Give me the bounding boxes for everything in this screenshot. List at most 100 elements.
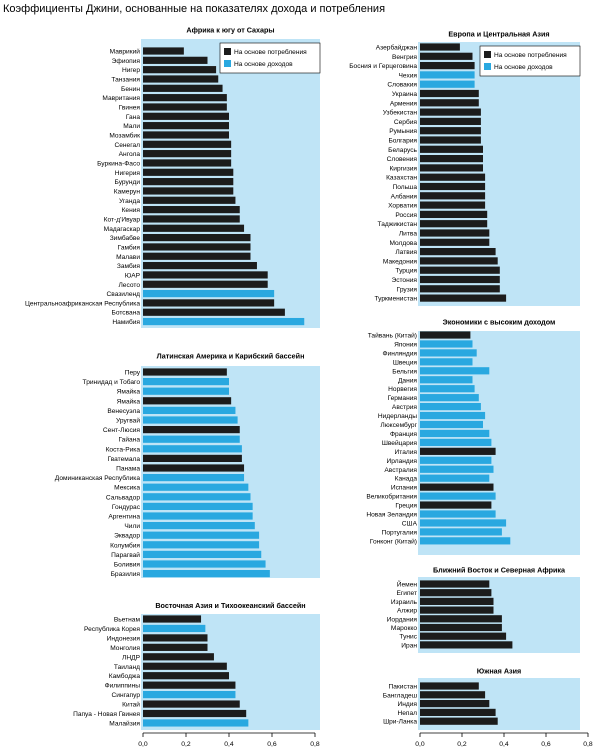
- consumption-bar: [143, 643, 208, 651]
- category-label: Казахстан: [386, 175, 417, 182]
- consumption-bar: [143, 368, 227, 376]
- category-label: Сальвадор: [106, 494, 140, 501]
- category-label: Бенин: [121, 86, 140, 93]
- category-label: Иордания: [387, 616, 418, 623]
- x-tick-label: 0,6: [541, 741, 551, 748]
- category-label: Румыния: [389, 128, 417, 135]
- category-label: Польша: [392, 184, 417, 191]
- consumption-bar: [420, 220, 488, 228]
- category-label: Беларусь: [388, 147, 417, 154]
- category-label: Коста-Рика: [106, 446, 141, 453]
- chart-panel: Ближний Восток и Северная Африка ЙеменЕги…: [387, 562, 580, 653]
- page-title: Коэффициенты Джини, основанные на показа…: [3, 3, 386, 15]
- consumption-bar: [143, 261, 257, 270]
- consumption-bar: [143, 150, 232, 158]
- consumption-bar: [420, 285, 500, 293]
- category-label: Гана: [126, 114, 141, 121]
- consumption-bar: [143, 454, 242, 462]
- category-label: Китай: [122, 701, 140, 709]
- category-label: Кения: [122, 207, 141, 214]
- income-bar: [420, 456, 492, 464]
- category-label: Индонезия: [107, 635, 141, 642]
- consumption-bar: [420, 192, 486, 200]
- consumption-bar: [420, 62, 475, 70]
- category-label: Замбия: [117, 262, 141, 270]
- income-bar: [143, 317, 305, 326]
- income-bar: [143, 416, 238, 424]
- consumption-bar: [143, 178, 234, 186]
- consumption-bar: [420, 108, 481, 116]
- category-label: Египет: [396, 590, 417, 597]
- income-bar: [420, 385, 475, 393]
- x-axis: 0,0 0,2 0,4 0,6 0,8: [138, 732, 320, 748]
- legend-swatch-income: [484, 63, 491, 70]
- income-bar: [143, 406, 236, 414]
- income-bar: [143, 289, 275, 298]
- category-label: Узбекистан: [383, 109, 418, 117]
- category-label: ЮАР: [125, 272, 141, 279]
- x-tick-label: 0,0: [415, 741, 425, 748]
- category-label: Венгрия: [392, 54, 417, 61]
- income-bar: [143, 531, 260, 539]
- consumption-bar: [420, 597, 494, 605]
- category-label: Тайвань (Китай): [368, 332, 417, 340]
- consumption-bar: [420, 447, 496, 455]
- category-label: Боливия: [114, 562, 141, 569]
- category-label: Аргентина: [108, 514, 140, 521]
- category-label: Чехия: [399, 72, 418, 79]
- category-label: Израиль: [391, 599, 418, 606]
- category-label: Норвегия: [388, 386, 417, 393]
- category-label: Франция: [390, 431, 417, 438]
- x-tick-label: 0,4: [224, 741, 234, 748]
- category-label: Зимбабве: [110, 234, 141, 242]
- category-label: Перу: [125, 370, 141, 377]
- consumption-bar: [420, 580, 490, 588]
- consumption-bar: [420, 238, 490, 246]
- category-label: Германия: [387, 395, 417, 402]
- category-label: Папуа - Новая Гвинея: [73, 711, 140, 718]
- category-label: Великобритания: [366, 493, 417, 501]
- category-label: Словения: [387, 156, 418, 163]
- income-bar: [143, 570, 270, 578]
- category-label: Ирландия: [387, 458, 418, 465]
- consumption-bar: [420, 99, 479, 107]
- panel-header: [418, 562, 580, 577]
- consumption-bar: [420, 182, 486, 191]
- income-bar: [420, 340, 473, 348]
- category-label: Армения: [390, 100, 418, 107]
- category-label: Уругвай: [116, 417, 140, 425]
- income-bar: [143, 560, 266, 568]
- category-label: Гонконг (Китай): [370, 537, 417, 545]
- category-label: Намибия: [112, 318, 140, 326]
- panel-header: [141, 345, 320, 366]
- consumption-bar: [143, 94, 227, 102]
- category-label: ЛНДР: [122, 654, 141, 661]
- category-label: Венесуэла: [107, 408, 140, 415]
- category-label: Пакистан: [388, 684, 417, 691]
- income-bar: [420, 474, 490, 482]
- category-label: Чили: [124, 523, 140, 530]
- chart-panel: Латинская Америка и Карибский бассейн Пер…: [55, 345, 320, 578]
- category-label: Молдова: [389, 240, 417, 247]
- category-label: Сент-Люсия: [103, 427, 141, 434]
- category-label: Италия: [395, 449, 418, 456]
- category-label: Албания: [391, 192, 418, 200]
- category-label: Ангола: [119, 151, 141, 158]
- consumption-bar: [420, 641, 513, 649]
- income-bar: [143, 378, 229, 386]
- consumption-bar: [143, 47, 184, 55]
- category-label: Доминиканская Республика: [55, 474, 141, 482]
- income-bar: [420, 492, 496, 500]
- income-bar: [420, 80, 475, 88]
- panel-title: Экономики с высоким доходом: [443, 318, 556, 327]
- legend-swatch-consumption: [484, 51, 491, 58]
- category-label: Тринидад и Тобаго: [83, 378, 141, 386]
- category-label: Свазиленд: [107, 291, 141, 298]
- income-bar: [143, 474, 245, 482]
- panel-header: [418, 663, 580, 678]
- consumption-bar: [420, 127, 481, 135]
- panel-title: Восточная Азия и Тихоокеанский бассейн: [155, 601, 305, 610]
- category-label: Нигерия: [115, 170, 141, 177]
- category-label: Бангладеш: [383, 692, 417, 699]
- category-label: Колумбия: [110, 541, 140, 549]
